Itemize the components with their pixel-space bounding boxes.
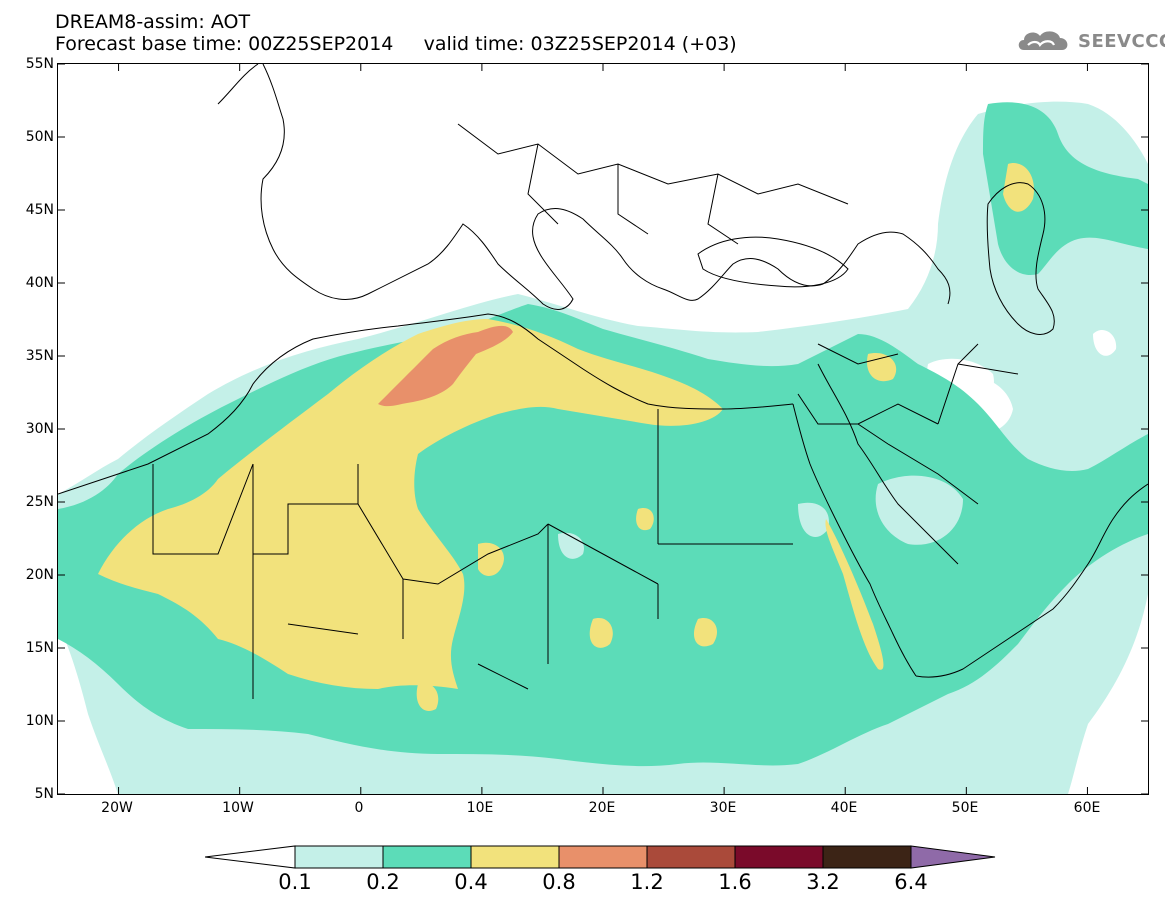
- lon-label-10w: 10W: [222, 800, 254, 816]
- lon-label-20w: 20W: [101, 800, 133, 816]
- lat-label-20n: 20N: [25, 567, 54, 583]
- colorbar-segment-5: [646, 845, 736, 869]
- black-sea-coastline: [697, 236, 849, 288]
- coastlines-borders: [58, 64, 1148, 699]
- lat-label-10n: 10N: [25, 713, 54, 729]
- arabian-coastline: [915, 483, 1148, 678]
- aot-clear-interior: [558, 475, 963, 559]
- cloud-logo-icon: [1018, 31, 1068, 50]
- colorbar-label-0-4: 0.4: [454, 870, 488, 894]
- caspian-coastline: [986, 182, 1055, 335]
- seevccc-logo: SEEVCCC: [1016, 26, 1165, 56]
- logo-text: SEEVCCC: [1078, 30, 1165, 52]
- colorbar-segment-1: [294, 845, 384, 869]
- colorbar-segment-6: [734, 845, 824, 869]
- colorbar-left-arrow: [204, 845, 296, 869]
- colorbar-svg: [204, 845, 996, 869]
- lat-label-15n: 15N: [25, 640, 54, 656]
- colorbar-segment-7: [822, 845, 912, 869]
- lon-label-50e: 50E: [951, 800, 979, 816]
- colorbar-label-0-1: 0.1: [278, 870, 312, 894]
- lat-label-50n: 50N: [25, 129, 54, 145]
- lon-label-10e: 10E: [466, 800, 494, 816]
- lon-label-30e: 30E: [709, 800, 737, 816]
- lat-label-25n: 25N: [25, 494, 54, 510]
- colorbar-segment-2: [382, 845, 472, 869]
- aot-field-teal-east: [983, 102, 1148, 275]
- map-panel: [57, 63, 1149, 795]
- title-line-1: DREAM8-assim: AOT: [55, 11, 251, 33]
- lat-label-55n: 55N: [25, 56, 54, 72]
- colorbar-label-3-2: 3.2: [806, 870, 840, 894]
- colorbar-label-6-4: 6.4: [894, 870, 928, 894]
- lon-label-20e: 20E: [588, 800, 616, 816]
- middle-east-borders: [797, 343, 1019, 505]
- lon-label-60e: 60E: [1073, 800, 1101, 816]
- title-line-2: Forecast base time: 00Z25SEP2014 valid t…: [55, 33, 737, 55]
- lat-label-5n: 5N: [34, 786, 54, 802]
- lat-label-40n: 40N: [25, 275, 54, 291]
- lat-lon-ticks: [58, 64, 1148, 794]
- lon-label-40e: 40E: [830, 800, 858, 816]
- aot-field-yellow: [98, 319, 723, 689]
- colorbar: [204, 843, 997, 875]
- aot-field-orange: [378, 325, 513, 407]
- north-africa-coastline: [58, 313, 794, 495]
- red-sea-coastline: [792, 363, 959, 677]
- colorbar-label-1-6: 1.6: [718, 870, 752, 894]
- aot-fields: [58, 101, 1148, 794]
- colorbar-right-arrow: [910, 845, 996, 869]
- lon-label-0: 0: [354, 800, 364, 816]
- africa-borders: [152, 409, 793, 699]
- colorbar-label-0-2: 0.2: [366, 870, 400, 894]
- lat-label-35n: 35N: [25, 348, 54, 364]
- colorbar-segment-4: [558, 845, 648, 869]
- colorbar-label-1-2: 1.2: [630, 870, 664, 894]
- colorbar-label-0-8: 0.8: [542, 870, 576, 894]
- east-europe-borders: [457, 123, 849, 245]
- europe-coastline: [217, 64, 951, 310]
- lat-label-45n: 45N: [25, 202, 54, 218]
- lat-label-30n: 30N: [25, 421, 54, 437]
- aot-map: [58, 64, 1148, 794]
- colorbar-segment-3: [470, 845, 560, 869]
